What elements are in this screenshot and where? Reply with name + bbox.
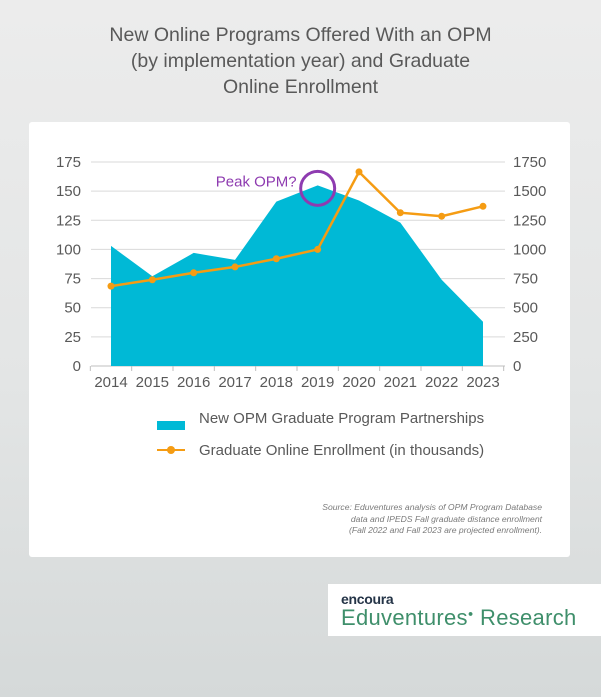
line-point <box>479 202 487 210</box>
line-point <box>355 168 363 176</box>
legend-swatch-line <box>157 439 185 461</box>
y-right-tick-label: 1000 <box>513 241 546 258</box>
chart-card: 0 0 25 250 50 500 75 750 100 1000 125 1250 150 1500 17… <box>29 122 570 557</box>
x-tick-label: 2022 <box>425 374 458 391</box>
y-right-tick-label: 0 <box>513 358 521 375</box>
x-tick-label: 2023 <box>466 374 499 391</box>
source-line-1: Source: Eduventures analysis of OPM Prog… <box>322 502 542 512</box>
y-right-tick-label: 500 <box>513 300 538 317</box>
y-left-tick-label: 75 <box>64 271 81 288</box>
legend-label-line: Graduate Online Enrollment (in thousands… <box>199 441 485 459</box>
x-tick-label: 2016 <box>177 374 210 391</box>
line-point <box>190 269 198 277</box>
line-point <box>148 276 156 284</box>
y-left-tick-label: 125 <box>56 212 81 229</box>
line-point <box>438 212 446 220</box>
source-line-3: (Fall 2022 and Fall 2023 are projected e… <box>349 525 542 535</box>
legend-label-area: New OPM Graduate Program Partnerships <box>199 409 485 427</box>
x-tick-label: 2019 <box>301 374 334 391</box>
brand-encoura: encoura <box>341 591 394 607</box>
legend-swatch-area <box>157 420 185 430</box>
brand-eduventures: Eduventures● Research <box>341 605 577 631</box>
source-line-2: data and IPEDS Fall graduate distance en… <box>350 513 542 524</box>
y-left-tick-label: 25 <box>64 329 81 346</box>
x-tick-label: 2015 <box>136 374 169 391</box>
title-line-1: New Online Programs Offered With an OPM <box>109 24 492 46</box>
y-right-tick-label: 1750 <box>513 154 546 171</box>
line-point <box>107 282 115 290</box>
brand-logo: encoura Eduventures● Research <box>328 584 601 636</box>
peak-annotation-label: Peak OPM? <box>216 173 297 190</box>
y-left-tick-label: 50 <box>64 300 81 317</box>
line-series-graduate-online-enrollment <box>110 169 484 288</box>
title-line-2: (by implementation year) and Graduate <box>130 50 471 72</box>
y-left-tick-label: 0 <box>73 358 81 375</box>
y-left-tick-label: 150 <box>56 183 81 200</box>
y-left-tick-label: 175 <box>56 154 81 171</box>
x-tick-label: 2021 <box>384 374 417 391</box>
line-point <box>314 245 322 253</box>
area-series-new-opm-partnerships <box>111 185 483 366</box>
brand-eduventures-name: Eduventures <box>341 605 468 630</box>
brand-research: Research <box>480 605 577 630</box>
line-point <box>272 255 280 263</box>
x-tick-label: 2018 <box>260 374 293 391</box>
y-left-tick-label: 100 <box>56 241 81 258</box>
peak-annotation-circle <box>299 169 337 207</box>
y-right-tick-label: 1250 <box>513 212 546 229</box>
x-tick-label: 2020 <box>342 374 375 391</box>
y-right-tick-label: 750 <box>513 271 538 288</box>
y-right-tick-label: 1500 <box>513 183 546 200</box>
y-right-tick-label: 250 <box>513 329 538 346</box>
chart-title: New Online Programs Offered With an OPM … <box>0 22 601 100</box>
x-tick-label: 2014 <box>94 374 127 391</box>
line-point <box>396 209 404 217</box>
source-note: Source: Eduventures analysis of OPM Prog… <box>250 502 542 537</box>
brand-dot-icon: ● <box>467 608 474 619</box>
legend-item-line: Graduate Online Enrollment (in thousands… <box>157 439 484 461</box>
title-line-3: Online Enrollment <box>223 76 378 98</box>
x-tick-label: 2017 <box>218 374 251 391</box>
chart-plot: 0 0 25 250 50 500 75 750 100 1000 125 1250 150 1500 17… <box>56 154 546 391</box>
legend-item-area: New OPM Graduate Program Partnerships <box>157 407 485 430</box>
line-point <box>231 263 239 271</box>
